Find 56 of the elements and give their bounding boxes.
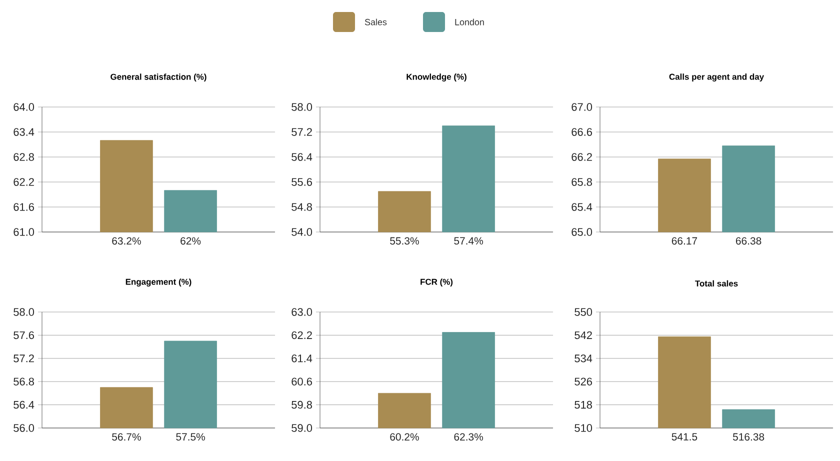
chart-title: Engagement (%) bbox=[126, 278, 192, 287]
data-label: 56.7% bbox=[112, 433, 141, 441]
y-tick-label: 526 bbox=[574, 378, 592, 386]
y-tick-label: 56.0 bbox=[14, 424, 34, 432]
y-tick-label: 66.2 bbox=[572, 153, 592, 161]
y-tick-label: 61.0 bbox=[14, 228, 34, 236]
y-tick-label: 62.2 bbox=[292, 331, 312, 340]
y-tick-label: 58.0 bbox=[292, 103, 312, 111]
y-tick-label: 542 bbox=[574, 331, 592, 340]
y-tick-label: 56.8 bbox=[14, 378, 34, 386]
y-tick-label: 66.6 bbox=[572, 128, 592, 136]
y-tick-label: 65.4 bbox=[572, 203, 592, 211]
legend-label: Sales bbox=[364, 18, 387, 26]
y-tick-label: 54.8 bbox=[292, 203, 312, 211]
y-tick-label: 59.8 bbox=[292, 400, 312, 409]
y-tick-label: 61.4 bbox=[292, 354, 312, 362]
y-tick-label: 550 bbox=[574, 308, 592, 316]
y-tick-label: 58.0 bbox=[14, 308, 34, 316]
data-label: 63.2% bbox=[112, 237, 141, 245]
chart-title: Total sales bbox=[695, 280, 738, 286]
y-tick-label: 62.8 bbox=[14, 153, 34, 161]
y-tick-label: 510 bbox=[574, 424, 592, 432]
y-tick-label: 56.4 bbox=[14, 400, 34, 409]
y-tick-label: 65.8 bbox=[572, 178, 592, 186]
y-tick-label: 518 bbox=[574, 400, 592, 409]
data-label: 62.3% bbox=[454, 433, 483, 441]
y-tick-label: 61.6 bbox=[14, 203, 34, 211]
y-tick-label: 57.6 bbox=[14, 331, 34, 340]
data-label: 57.4% bbox=[454, 237, 483, 245]
y-tick-label: 57.2 bbox=[14, 354, 34, 362]
data-label: 60.2% bbox=[390, 433, 419, 441]
y-tick-label: 65.0 bbox=[572, 228, 592, 236]
y-tick-label: 534 bbox=[574, 354, 592, 362]
data-label: 62% bbox=[180, 237, 201, 245]
data-label: 541.5 bbox=[672, 433, 698, 440]
y-tick-label: 55.6 bbox=[292, 178, 312, 186]
chart-title: Knowledge (%) bbox=[406, 74, 466, 82]
chart-title: Calls per agent and day bbox=[669, 74, 764, 82]
y-tick-label: 64.0 bbox=[14, 103, 34, 111]
y-tick-label: 60.6 bbox=[292, 378, 312, 386]
chart-title: General satisfaction (%) bbox=[110, 74, 206, 82]
data-label: 57.5% bbox=[176, 433, 205, 441]
data-label: 55.3% bbox=[390, 237, 419, 245]
y-tick-label: 63.0 bbox=[292, 308, 312, 316]
y-tick-label: 56.4 bbox=[292, 153, 312, 161]
y-tick-label: 57.2 bbox=[292, 128, 312, 136]
legend-label: London bbox=[455, 18, 484, 26]
y-tick-label: 63.4 bbox=[14, 128, 34, 136]
chart-title: FCR (%) bbox=[420, 278, 453, 286]
y-tick-label: 54.0 bbox=[292, 228, 312, 236]
data-label: 516.38 bbox=[732, 433, 764, 441]
y-tick-label: 62.2 bbox=[14, 178, 34, 186]
data-label: 66.17 bbox=[672, 237, 698, 245]
data-label: 66.38 bbox=[736, 237, 762, 245]
y-tick-label: 67.0 bbox=[572, 103, 592, 111]
y-tick-label: 59.0 bbox=[292, 424, 312, 432]
